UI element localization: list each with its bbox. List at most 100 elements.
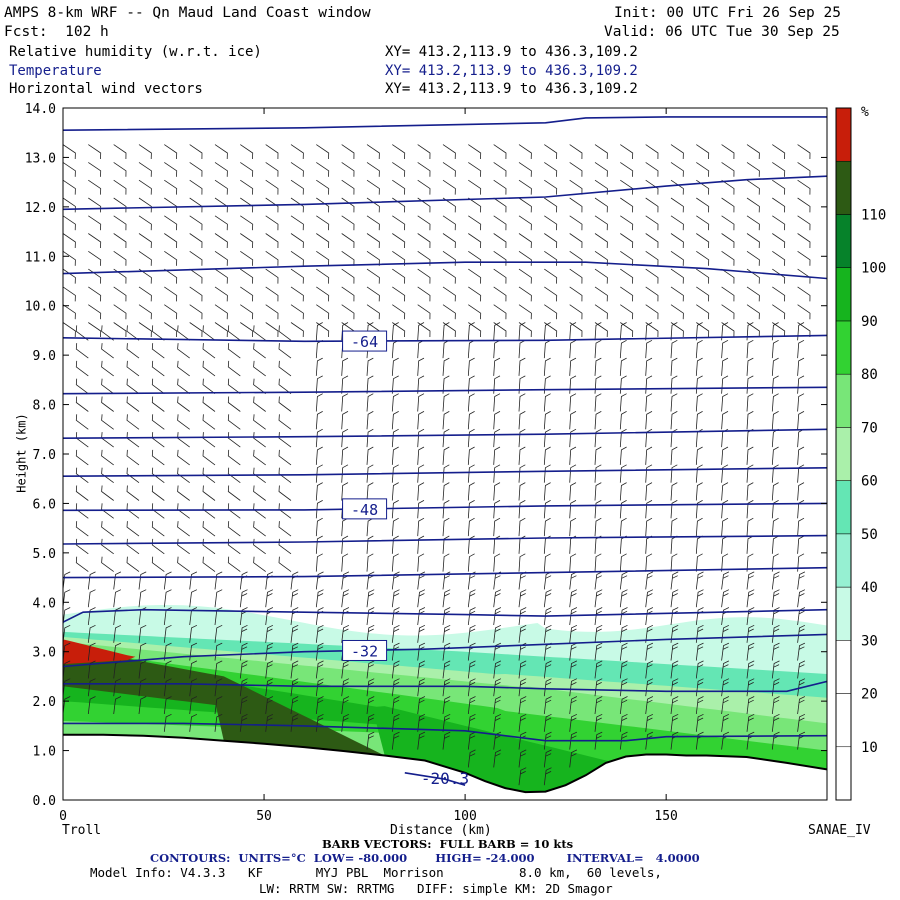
wind-barb [594, 571, 603, 590]
wind-barb [227, 360, 241, 377]
wind-barb [88, 322, 102, 338]
wind-barb [442, 731, 451, 750]
wind-barb [341, 624, 350, 643]
wind-barb [569, 482, 577, 501]
wind-barb [278, 432, 292, 448]
wind-barb [493, 500, 501, 519]
wind-barb [569, 446, 577, 465]
wind-barb [670, 464, 678, 483]
wind-barb [164, 322, 178, 338]
wind-barb [695, 500, 703, 519]
wind-barb [63, 642, 71, 661]
wind-barb [366, 197, 380, 213]
wind-barb [467, 517, 475, 537]
wind-barb [797, 589, 806, 608]
wind-barb [771, 428, 779, 448]
wind-barb [189, 162, 203, 177]
wind-barb [75, 521, 89, 537]
wind-barb [88, 215, 102, 231]
wind-barb [544, 162, 558, 177]
colorbar-segment [835, 533, 852, 588]
wind-barb [467, 696, 476, 715]
wind-barb [670, 607, 679, 626]
wind-barb [63, 589, 71, 608]
wind-barb [772, 304, 786, 320]
wind-barb [670, 482, 678, 501]
wind-barb [214, 286, 228, 302]
temperature-contour [63, 261, 827, 280]
wind-barb [569, 233, 583, 249]
contour-labels: -64 -48 -32 -20.3 [342, 330, 469, 788]
wind-barb [594, 339, 602, 359]
wind-barb [670, 624, 679, 643]
wind-barb [746, 357, 754, 376]
colorbar-tick-label: 20 [861, 687, 878, 703]
wind-barb [290, 144, 304, 160]
wind-barb [240, 197, 254, 213]
wind-barb [177, 343, 190, 359]
wind-barb [126, 521, 140, 537]
wind-barb [594, 286, 608, 302]
y-tick-label: 14.0 [25, 102, 56, 117]
wind-barb [620, 179, 634, 195]
wind-barb [341, 215, 355, 231]
wind-barb [619, 446, 627, 465]
wind-barb [543, 500, 551, 519]
wind-barb [442, 482, 450, 501]
wind-barb [594, 162, 608, 177]
wind-barb [164, 197, 178, 213]
wind-barb [417, 696, 426, 715]
wind-barb [63, 393, 64, 394]
wind-barb [645, 553, 653, 572]
wind-barb [265, 642, 274, 661]
wind-barb [797, 553, 805, 572]
wind-barb [721, 393, 729, 412]
wind-barb [797, 357, 805, 376]
wind-barb [467, 589, 476, 608]
wind-barb [290, 571, 299, 590]
wind-barb [645, 357, 653, 376]
wind-barb [569, 268, 583, 284]
wind-barb [569, 464, 577, 483]
wind-barb [442, 411, 450, 430]
wind-barb [63, 179, 76, 195]
colorbar-segment [835, 214, 852, 268]
wind-barb [771, 571, 780, 590]
wind-barb [670, 322, 684, 338]
wind-barb [240, 268, 254, 284]
wind-barb [151, 360, 165, 377]
wind-barb [569, 642, 578, 661]
wind-barb [214, 162, 228, 177]
y-tick-label: 5.0 [33, 547, 56, 562]
wind-barb [619, 322, 627, 341]
wind-barb [138, 678, 147, 697]
wind-barb [63, 428, 64, 430]
wind-barb [138, 144, 152, 160]
field-rh-xy: XY= 413.2,113.9 to 436.3,109.2 [385, 44, 638, 60]
contour-label: -32 [351, 642, 378, 660]
wind-barb [544, 250, 558, 266]
wind-barb [417, 678, 426, 697]
wind-barb [265, 678, 274, 697]
wind-barb [239, 713, 248, 732]
wind-barb [88, 286, 102, 302]
colorbar-tick-label: 100 [861, 261, 886, 277]
wind-barb [75, 503, 89, 519]
wind-barb [239, 660, 248, 679]
wind-barb [569, 179, 583, 195]
wind-barb [240, 322, 254, 338]
wind-barb [569, 624, 578, 643]
contour-label-box [342, 330, 388, 352]
wind-barb [594, 233, 608, 249]
wind-barb [442, 339, 450, 359]
wind-barb [518, 162, 532, 177]
wind-barb [88, 304, 102, 320]
wind-barb [315, 535, 323, 554]
wind-barb [721, 411, 729, 430]
wind-barb [746, 428, 754, 448]
wind-barb [189, 589, 198, 608]
wind-barb [315, 357, 323, 376]
wind-barb [341, 322, 349, 341]
wind-barb [126, 360, 140, 377]
wind-barb [746, 482, 754, 501]
